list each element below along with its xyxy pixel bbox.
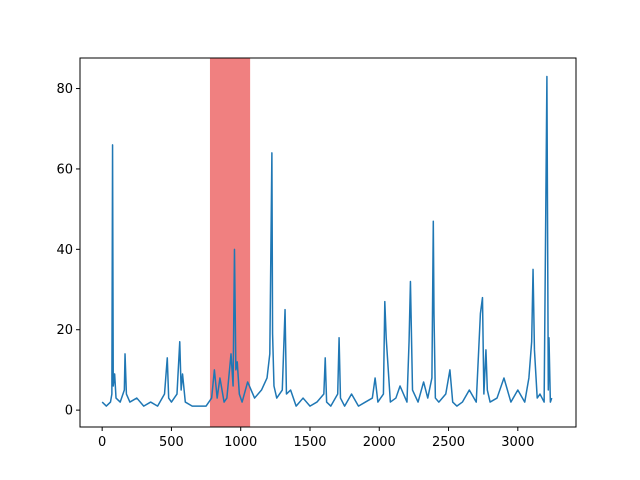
x-tick-label: 1500 bbox=[293, 435, 326, 450]
x-tick-label: 500 bbox=[159, 435, 184, 450]
y-tick-label: 20 bbox=[56, 323, 73, 338]
x-tick-label: 1000 bbox=[224, 435, 257, 450]
y-tick-label: 60 bbox=[56, 162, 73, 177]
series-line-0 bbox=[101, 75, 553, 407]
x-tick-label: 0 bbox=[98, 435, 106, 450]
x-tick-label: 2500 bbox=[432, 435, 465, 450]
x-tick-label: 2000 bbox=[363, 435, 396, 450]
y-tick-label: 40 bbox=[56, 243, 73, 258]
y-tick-label: 80 bbox=[56, 82, 73, 97]
x-axis-ticks: 0 500 1000 1500 2000 2500 3000 bbox=[98, 427, 534, 450]
y-tick-label: 0 bbox=[65, 404, 73, 419]
y-axis-ticks: 0 20 40 60 80 bbox=[56, 82, 80, 419]
axes-frame bbox=[79, 57, 577, 428]
x-tick-label: 3000 bbox=[501, 435, 534, 450]
series-layer bbox=[101, 75, 553, 407]
